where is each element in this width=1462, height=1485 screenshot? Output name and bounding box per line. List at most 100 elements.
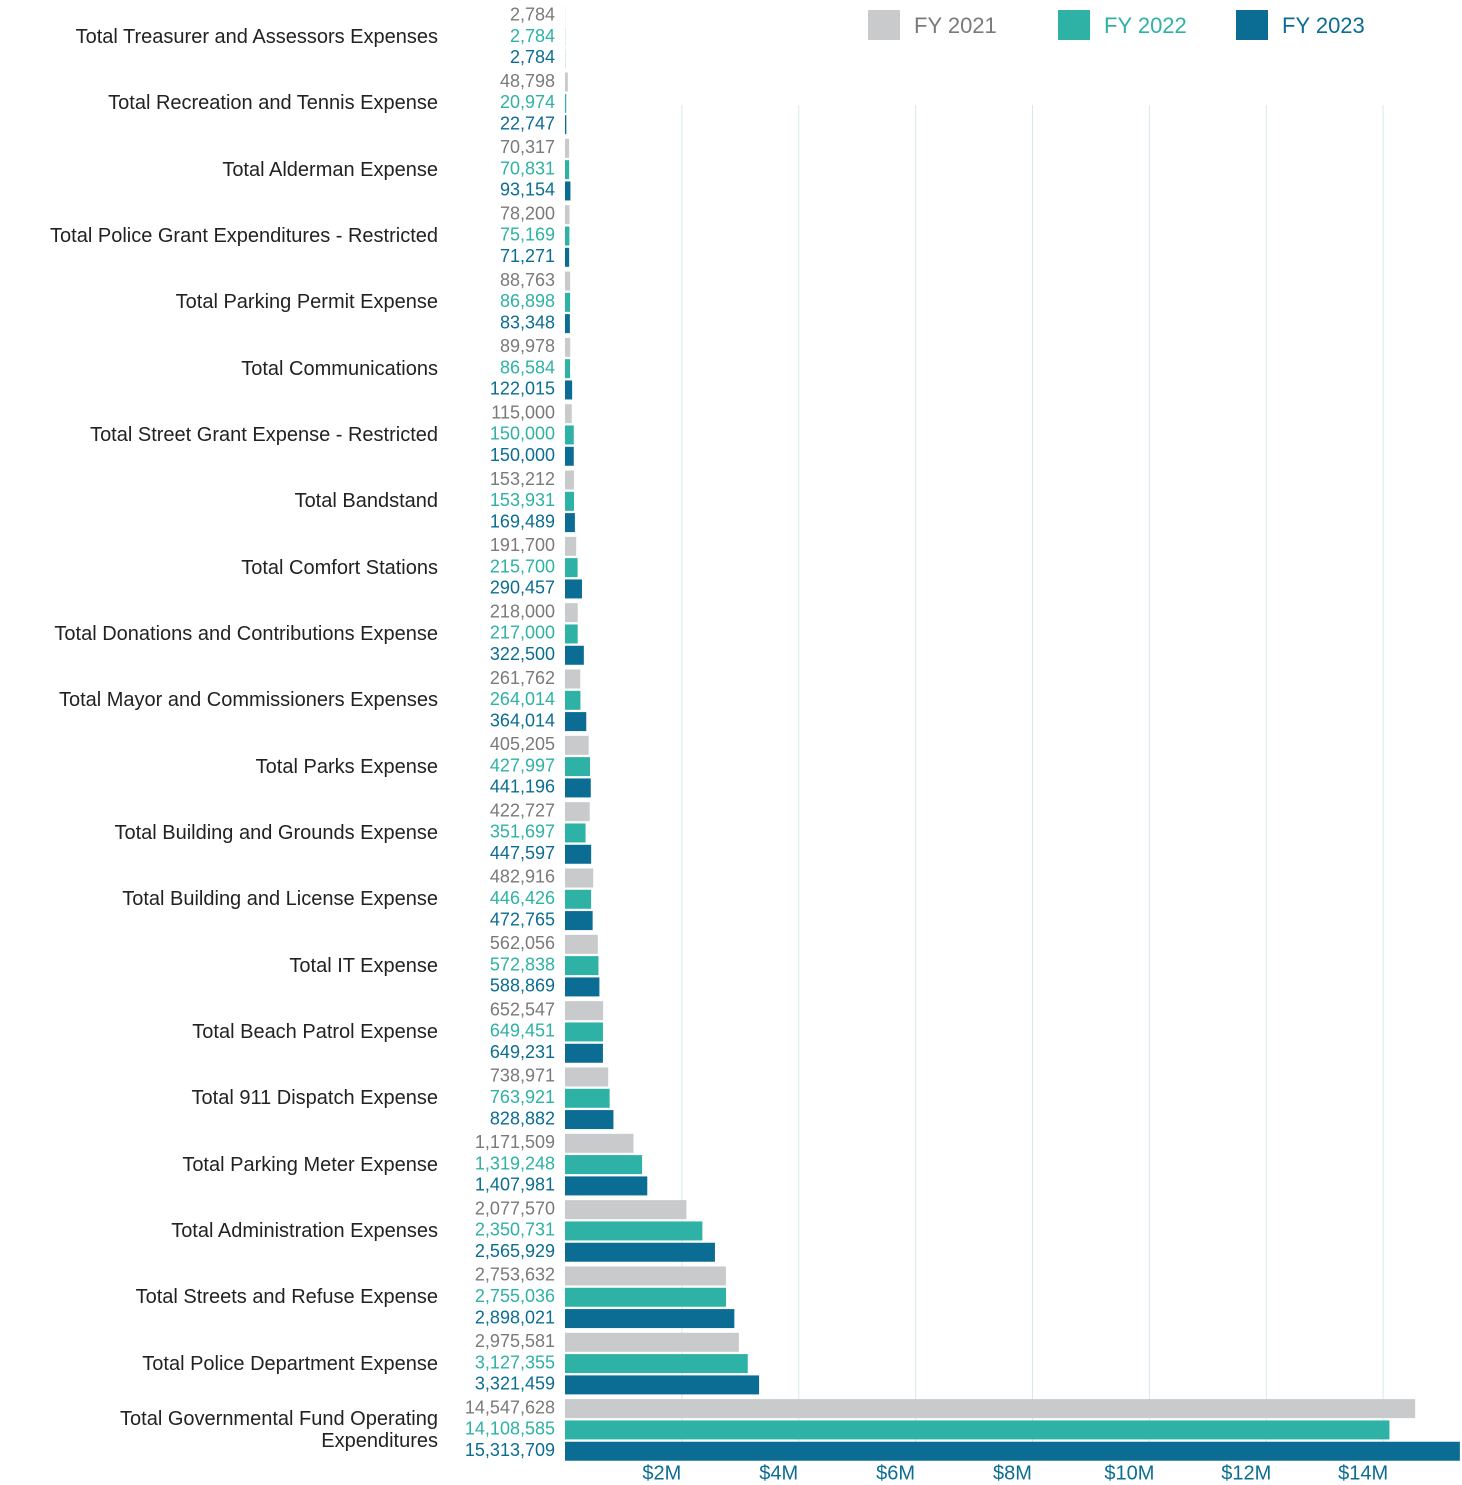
bar	[565, 778, 591, 798]
data-label: 83,348	[500, 312, 555, 332]
x-tick-label: $10M	[1104, 1462, 1154, 1484]
bar	[565, 513, 575, 533]
data-label: 2,784	[510, 4, 555, 24]
bar	[565, 603, 578, 623]
data-label: 70,317	[500, 137, 555, 157]
data-label: 2,975,581	[475, 1331, 555, 1351]
bar	[565, 470, 574, 490]
data-label: 86,584	[500, 357, 555, 377]
category-label: Total Treasurer and Assessors Expenses	[75, 26, 438, 48]
category-label: Total Recreation and Tennis Expense	[108, 92, 438, 115]
bar	[565, 425, 574, 445]
bar	[565, 844, 592, 864]
data-label: 75,169	[500, 225, 555, 245]
category-label: Total 911 Dispatch Expense	[191, 1087, 438, 1110]
legend-swatch	[868, 10, 900, 40]
bar	[565, 1067, 609, 1087]
bar	[565, 977, 600, 997]
bar	[565, 359, 571, 379]
data-label: 588,869	[490, 976, 555, 996]
bar	[565, 1043, 603, 1063]
bar	[565, 1133, 634, 1153]
bar	[565, 536, 577, 556]
bar	[565, 757, 591, 777]
bar	[565, 1332, 739, 1352]
data-label: 14,547,628	[465, 1397, 555, 1417]
data-label: 422,727	[490, 800, 555, 820]
bar	[565, 868, 594, 888]
data-label: 153,931	[490, 490, 555, 510]
data-label: 122,015	[490, 379, 555, 399]
bar	[565, 1176, 648, 1196]
x-tick-label: $6M	[876, 1462, 915, 1484]
bar	[565, 314, 570, 334]
bar	[565, 491, 574, 511]
data-label: 215,700	[490, 556, 555, 576]
data-label: 738,971	[490, 1066, 555, 1086]
bar	[565, 1200, 687, 1220]
data-label: 441,196	[490, 777, 555, 797]
data-label: 446,426	[490, 888, 555, 908]
data-label: 20,974	[500, 92, 555, 112]
data-label: 2,784	[510, 47, 555, 67]
category-label: Total Building and License Expense	[122, 888, 438, 911]
data-label: 763,921	[490, 1087, 555, 1107]
x-tick-label: $2M	[642, 1462, 681, 1484]
data-label: 649,451	[490, 1021, 555, 1041]
category-label: Total Donations and Contributions Expens…	[54, 622, 438, 645]
bar	[565, 292, 571, 312]
bar	[565, 1266, 726, 1286]
category-label: Total IT Expense	[289, 954, 438, 977]
data-label: 2,755,036	[475, 1286, 555, 1306]
category-label: Total Building and Grounds Expense	[114, 821, 438, 844]
category-label: Total Administration Expenses	[171, 1219, 438, 1242]
data-label: 2,077,570	[475, 1198, 555, 1218]
data-label: 3,127,355	[475, 1352, 555, 1372]
data-label: 652,547	[490, 999, 555, 1019]
category-label: Total Alderman Expense	[222, 158, 438, 181]
bar	[565, 93, 567, 113]
data-label: 2,350,731	[475, 1220, 555, 1240]
category-label: Total Parks Expense	[255, 755, 438, 778]
bar	[565, 690, 581, 710]
data-label: 828,882	[490, 1108, 555, 1128]
bar	[565, 226, 570, 246]
bar	[565, 624, 578, 644]
bar	[565, 1242, 715, 1262]
category-label: Total Comfort Stations	[241, 556, 438, 579]
bar	[565, 138, 570, 158]
data-label: 472,765	[490, 909, 555, 929]
data-label: 264,014	[490, 689, 555, 709]
data-label: 351,697	[490, 822, 555, 842]
data-label: 191,700	[490, 535, 555, 555]
category-label: Total Governmental Fund Operating Expend…	[120, 1407, 438, 1452]
bar	[565, 669, 581, 689]
data-label: 48,798	[500, 71, 555, 91]
bar	[565, 1001, 604, 1021]
data-label: 150,000	[490, 424, 555, 444]
bar	[565, 1309, 735, 1329]
category-label: Total Streets and Refuse Expense	[135, 1286, 438, 1309]
data-label: 405,205	[490, 734, 555, 754]
bar	[565, 271, 571, 291]
legend-swatch	[1236, 10, 1268, 40]
data-label: 93,154	[500, 180, 555, 200]
data-label: 2,898,021	[475, 1307, 555, 1327]
bar	[565, 1287, 726, 1307]
data-label: 22,747	[500, 113, 555, 133]
x-tick-label: $14M	[1338, 1462, 1388, 1484]
category-label: Total Police Department Expense	[142, 1352, 438, 1375]
bar	[565, 645, 584, 665]
category-label: Total Parking Meter Expense	[182, 1153, 438, 1176]
bar	[565, 1441, 1460, 1461]
data-label: 364,014	[490, 710, 555, 730]
bar	[565, 446, 574, 466]
x-tick-label: $4M	[759, 1462, 798, 1484]
data-label: 261,762	[490, 668, 555, 688]
bar	[565, 1110, 614, 1130]
data-label: 88,763	[500, 270, 555, 290]
data-label: 649,231	[490, 1042, 555, 1062]
data-label: 70,831	[500, 158, 555, 178]
category-label: Total Mayor and Commissioners Expenses	[58, 689, 438, 712]
